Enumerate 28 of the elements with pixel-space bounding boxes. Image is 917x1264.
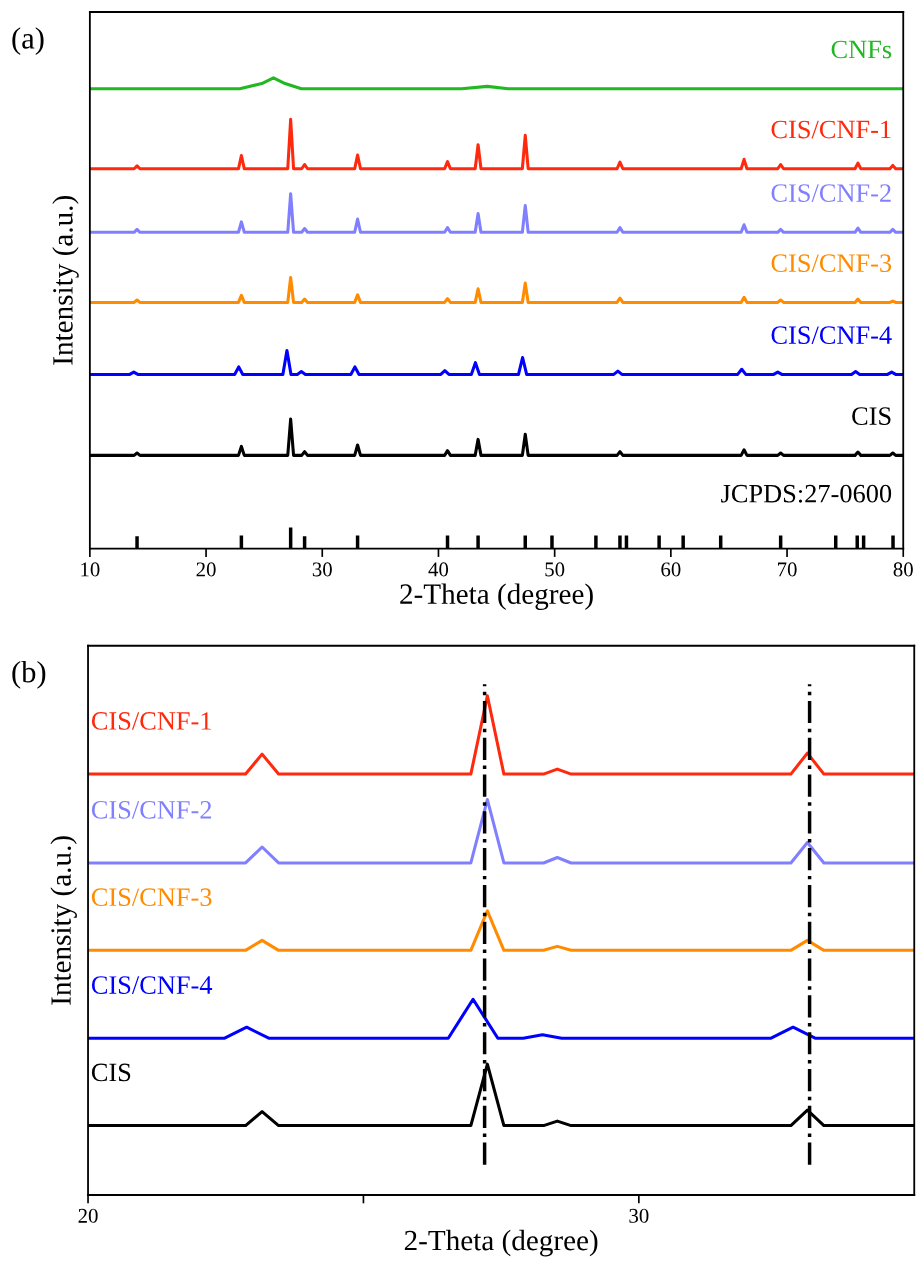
series-label: CIS/CNF-2 [771,184,891,202]
series-label: CIS/CNF-4 [91,976,213,994]
x-tick-label: 40 [428,562,449,577]
series-label: CIS/CNF-3 [91,888,212,907]
x-tick-label: 20 [78,1208,98,1223]
series-label: CIS/CNF-3 [771,254,892,273]
x-axis-title: 2-Theta (degree) [400,583,593,610]
series-label: CIS/CNF-1 [771,120,891,139]
x-tick-label: 60 [661,562,681,577]
text: (b) [12,660,46,689]
x-tick-label: 30 [629,1208,649,1223]
series-label: CIS/CNF-1 [91,712,211,730]
series-label: CNFs [831,40,892,59]
y-axis-title: Intensity (a.u.) [52,196,79,365]
x-tick-label: 20 [196,562,216,577]
x-tick-label: 10 [81,562,100,577]
series-label: CIS/CNF-2 [91,800,212,819]
series-label: CIS [852,407,891,426]
y-axis-title: Intensity (a.u.) [50,836,77,1005]
x-tick-label: 30 [312,562,332,577]
series-label: CIS/CNF-4 [771,326,892,345]
series-label: CIS [91,1063,131,1082]
x-tick-label: 80 [893,562,913,577]
x-tick-label: 50 [545,562,565,577]
series-label: JCPDS:27-0600 [721,484,892,503]
text: (a) [12,27,44,55]
x-axis-title: 2-Theta (degree) [404,1229,598,1257]
x-tick-label: 70 [778,562,797,577]
